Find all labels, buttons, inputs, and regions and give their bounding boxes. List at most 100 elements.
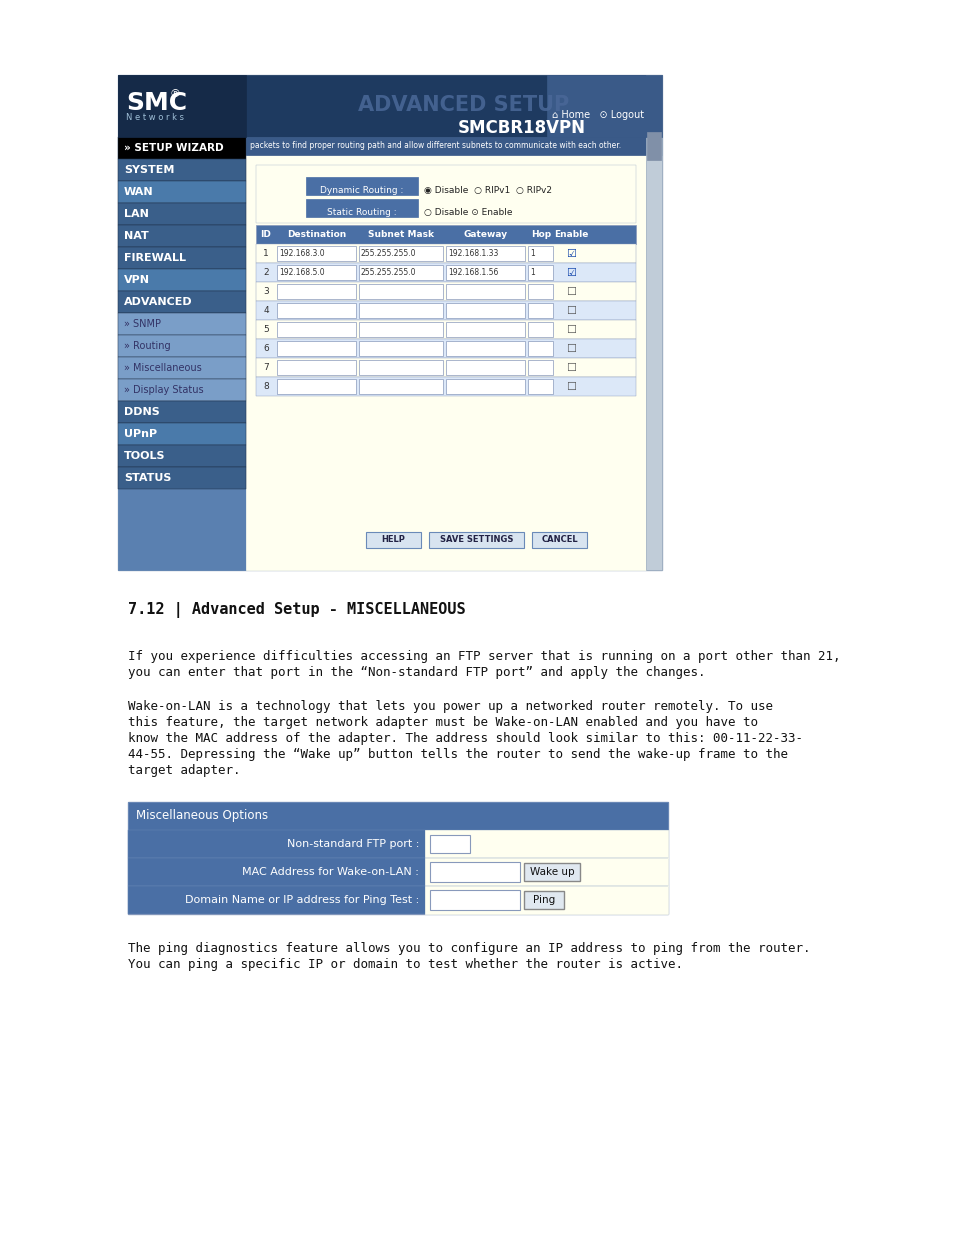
Bar <box>527 284 553 299</box>
Text: DDNS: DDNS <box>124 408 159 417</box>
Text: CANCEL: CANCEL <box>540 536 578 545</box>
Bar <box>255 320 636 338</box>
Bar <box>424 885 667 914</box>
Bar <box>645 75 661 571</box>
Bar <box>276 246 355 261</box>
Bar <box>255 263 636 282</box>
Bar <box>430 835 470 853</box>
Text: ☐: ☐ <box>565 382 576 391</box>
Bar <box>128 802 667 914</box>
Bar <box>430 862 519 882</box>
Text: ADVANCED: ADVANCED <box>124 296 193 308</box>
Text: ADVANCED SETUP: ADVANCED SETUP <box>357 95 569 115</box>
Bar <box>118 137 246 571</box>
Bar <box>246 137 661 156</box>
Bar <box>358 322 442 337</box>
Text: Miscellaneous Options: Miscellaneous Options <box>136 809 268 823</box>
Text: N e t w o r k s: N e t w o r k s <box>126 112 184 122</box>
Bar <box>527 379 553 394</box>
Bar <box>276 303 355 317</box>
Text: FIREWALL: FIREWALL <box>124 253 186 263</box>
Text: Hop: Hop <box>531 230 551 240</box>
Text: 192.168.3.0: 192.168.3.0 <box>278 249 324 258</box>
Bar <box>118 225 246 247</box>
Text: ☐: ☐ <box>565 287 576 296</box>
Text: » SETUP WIZARD: » SETUP WIZARD <box>124 143 223 153</box>
Bar <box>358 379 442 394</box>
Text: STATUS: STATUS <box>124 473 172 483</box>
Text: you can enter that port in the “Non-standard FTP port” and apply the changes.: you can enter that port in the “Non-stan… <box>128 666 705 679</box>
Text: ⌂ Home   ⊙ Logout: ⌂ Home ⊙ Logout <box>552 110 643 120</box>
Text: VPN: VPN <box>124 275 150 285</box>
Text: ☐: ☐ <box>565 363 576 373</box>
Bar <box>532 532 586 548</box>
Bar <box>118 159 246 182</box>
Bar <box>523 890 563 909</box>
Bar <box>118 445 246 467</box>
Bar <box>358 284 442 299</box>
Text: Domain Name or IP address for Ping Test :: Domain Name or IP address for Ping Test … <box>185 895 418 905</box>
Bar <box>128 858 667 885</box>
Bar <box>118 203 246 225</box>
Bar <box>118 75 246 137</box>
Bar <box>366 532 420 548</box>
Bar <box>276 266 355 280</box>
Bar <box>255 338 636 358</box>
Bar <box>276 284 355 299</box>
Bar <box>276 341 355 356</box>
Bar <box>255 245 636 263</box>
Bar <box>118 269 246 291</box>
Text: NAT: NAT <box>124 231 149 241</box>
Bar <box>546 75 661 137</box>
Bar <box>446 284 524 299</box>
Bar <box>118 357 246 379</box>
Bar <box>430 890 519 910</box>
Bar <box>118 137 246 159</box>
Text: You can ping a specific IP or domain to test whether the router is active.: You can ping a specific IP or domain to … <box>128 958 682 971</box>
Text: Ping: Ping <box>533 895 555 905</box>
Text: 1: 1 <box>530 249 535 258</box>
Text: 255.255.255.0: 255.255.255.0 <box>360 268 416 277</box>
Text: SAVE SETTINGS: SAVE SETTINGS <box>439 536 513 545</box>
Bar <box>128 885 667 914</box>
Bar <box>424 858 667 885</box>
Text: MAC Address for Wake-on-LAN :: MAC Address for Wake-on-LAN : <box>242 867 418 877</box>
Text: 3: 3 <box>263 287 269 296</box>
Text: » Routing: » Routing <box>124 341 171 351</box>
Bar <box>446 303 524 317</box>
Bar <box>118 401 246 424</box>
Text: WAN: WAN <box>124 186 153 198</box>
Text: 255.255.255.0: 255.255.255.0 <box>360 249 416 258</box>
Bar <box>118 379 246 401</box>
Text: Dynamic Routing :: Dynamic Routing : <box>320 186 403 195</box>
Text: target adapter.: target adapter. <box>128 764 240 777</box>
Bar <box>128 830 667 858</box>
Bar <box>246 156 645 571</box>
Text: 192.168.5.0: 192.168.5.0 <box>278 268 324 277</box>
Bar <box>358 303 442 317</box>
Bar <box>446 246 524 261</box>
Bar <box>118 467 246 489</box>
Bar <box>255 377 636 396</box>
Bar <box>118 312 246 335</box>
Text: » Display Status: » Display Status <box>124 385 203 395</box>
Bar <box>118 247 246 269</box>
Bar <box>646 132 660 161</box>
Text: ○ Disable ⊙ Enable: ○ Disable ⊙ Enable <box>423 207 512 217</box>
Bar <box>446 379 524 394</box>
Text: Wake-on-LAN is a technology that lets you power up a networked router remotely. : Wake-on-LAN is a technology that lets yo… <box>128 700 772 713</box>
Bar <box>527 266 553 280</box>
Text: 7: 7 <box>263 363 269 372</box>
Bar <box>118 182 246 203</box>
Text: know the MAC address of the adapter. The address should look similar to this: 00: know the MAC address of the adapter. The… <box>128 732 802 745</box>
Text: 2: 2 <box>263 268 269 277</box>
Bar <box>527 303 553 317</box>
Text: UPnP: UPnP <box>124 429 157 438</box>
Bar <box>255 301 636 320</box>
Bar <box>276 359 355 375</box>
Text: 192.168.1.33: 192.168.1.33 <box>448 249 497 258</box>
Text: LAN: LAN <box>124 209 149 219</box>
Text: 5: 5 <box>263 325 269 333</box>
Bar <box>255 165 636 224</box>
Bar <box>527 246 553 261</box>
